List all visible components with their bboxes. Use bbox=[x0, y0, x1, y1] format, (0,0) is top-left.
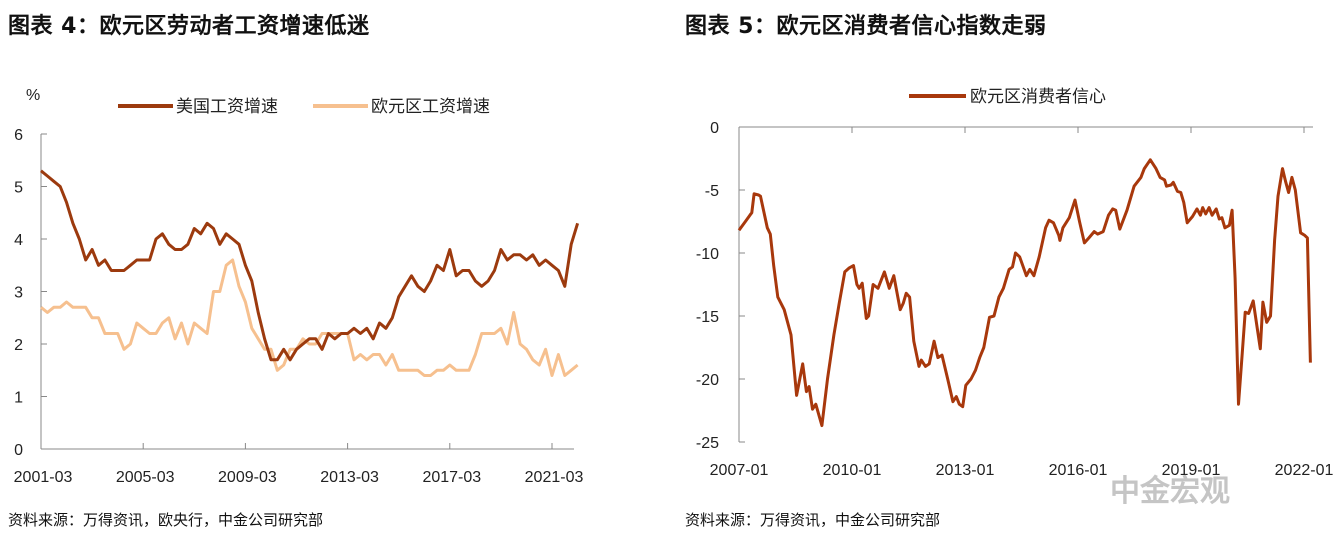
legend-label: 欧元区消费者信心 bbox=[970, 87, 1106, 107]
series-line bbox=[40, 258, 579, 377]
watermark: 中金宏观 bbox=[1110, 474, 1230, 509]
x-tick-label: 2010-01 bbox=[823, 462, 882, 479]
x-tick-label: 2001-03 bbox=[14, 469, 73, 486]
legend-label: 欧元区工资增速 bbox=[371, 97, 490, 117]
y-tick-label: -15 bbox=[696, 309, 719, 326]
chart5: 0 -5 -10 -15 -20 -25 2007-01 2010-01 2013-01 2016… bbox=[696, 87, 1334, 479]
series-line bbox=[737, 158, 1312, 428]
x-tick-label: 2013-01 bbox=[936, 462, 995, 479]
y-tick-label: 6 bbox=[14, 127, 23, 144]
chart5-title: 图表 5：欧元区消费者信心指数走弱 bbox=[685, 14, 1047, 39]
y-tick-label: 0 bbox=[710, 120, 719, 137]
chart4-source: 资料来源：万得资讯，欧央行，中金公司研究部 bbox=[8, 511, 324, 529]
y-tick-label: -20 bbox=[696, 372, 719, 389]
chart5-source: 资料来源：万得资讯，中金公司研究部 bbox=[685, 511, 941, 529]
x-tick-label: 2017-03 bbox=[422, 469, 481, 486]
y-tick-label: 5 bbox=[14, 180, 23, 197]
y-tick-label: -5 bbox=[705, 183, 719, 200]
x-tick-label: 2007-01 bbox=[710, 462, 769, 479]
y-tick-label: 1 bbox=[14, 390, 23, 407]
x-tick-label: 2019-01 bbox=[1162, 462, 1221, 479]
y-tick-label: 3 bbox=[14, 285, 23, 302]
x-tick-label: 2009-03 bbox=[218, 469, 277, 486]
y-tick-label: 4 bbox=[14, 232, 23, 249]
y-tick-label: 0 bbox=[14, 442, 23, 459]
x-tick-label: 2021-03 bbox=[525, 469, 584, 486]
series-line bbox=[40, 169, 580, 362]
y-tick-label: -10 bbox=[696, 246, 719, 263]
chart4: 0 1 2 3 4 5 6 2001-03 2005-03 2009-03 2013-03 2017-… bbox=[14, 97, 584, 486]
x-tick-label: 2005-03 bbox=[116, 469, 175, 486]
y-unit-label: % bbox=[26, 87, 40, 104]
x-tick-label: 2016-01 bbox=[1049, 462, 1108, 479]
legend-label: 美国工资增速 bbox=[176, 97, 278, 117]
x-tick-label: 2013-03 bbox=[320, 469, 379, 486]
y-tick-label: 2 bbox=[14, 337, 23, 354]
y-tick-label: -25 bbox=[696, 435, 719, 452]
x-tick-label: 2022-01 bbox=[1275, 462, 1334, 479]
chart4-title: 图表 4：欧元区劳动者工资增速低迷 bbox=[8, 14, 370, 39]
